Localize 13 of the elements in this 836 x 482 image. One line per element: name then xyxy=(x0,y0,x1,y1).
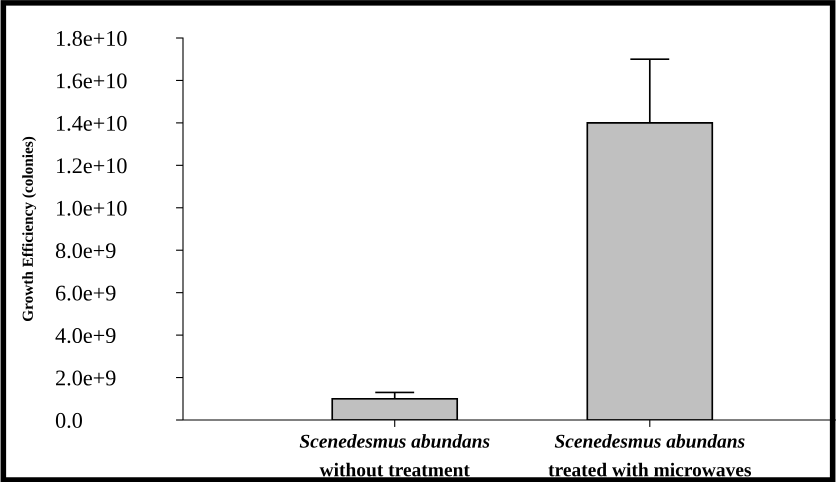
y-tick-label: 0.0 xyxy=(56,412,82,428)
x-tick-label: Scenedesmus abundans without treatment xyxy=(300,434,490,476)
y-tick-label: 2.0e+9 xyxy=(56,370,116,386)
y-tick-label: 6.0e+9 xyxy=(56,286,116,301)
y-tick-label: 4.0e+9 xyxy=(55,328,116,344)
y-tick-label: 1.4e+10 xyxy=(57,116,127,131)
y-tick-label: 1.8e+10 xyxy=(57,30,127,46)
y-tick-label: 1.0e+10 xyxy=(57,200,127,216)
y-axis-title: Growth Efficiency (colonies) xyxy=(22,136,36,322)
y-tick-label: 8.0e+9 xyxy=(56,243,116,258)
y-tick-label: 1.2e+10 xyxy=(57,158,127,174)
y-tick-label: 1.6e+10 xyxy=(57,73,127,88)
x-tick-label: Scenedesmus abundans treated with microwaves xyxy=(548,434,752,476)
